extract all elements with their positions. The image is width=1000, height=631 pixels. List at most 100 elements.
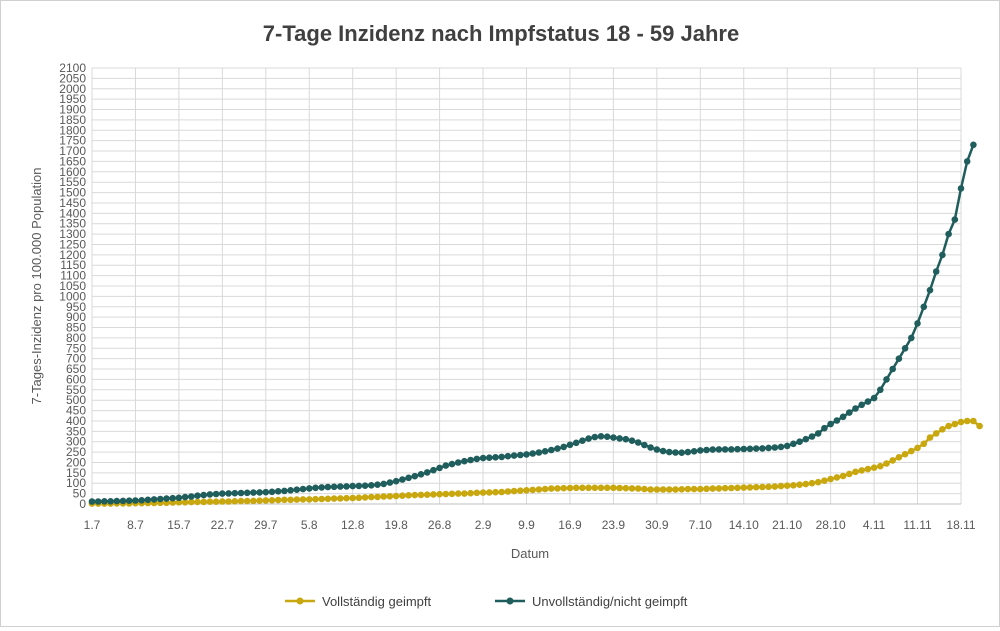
data-point	[554, 445, 561, 452]
data-point	[833, 474, 841, 481]
y-tick-label: 50	[73, 487, 87, 501]
data-point	[821, 424, 828, 432]
data-point	[194, 498, 201, 506]
data-point	[889, 365, 896, 373]
data-point	[858, 401, 865, 409]
data-point	[268, 488, 276, 496]
y-tick-label: 0	[79, 497, 86, 511]
data-point	[783, 482, 791, 490]
data-point	[572, 484, 580, 492]
x-tick-label: 5.8	[301, 518, 318, 532]
data-point	[703, 446, 710, 454]
data-point	[616, 484, 623, 492]
y-tick-label: 1650	[59, 154, 86, 168]
data-point	[430, 466, 437, 474]
data-point	[759, 445, 766, 452]
data-point	[883, 460, 890, 467]
y-tick-label: 700	[66, 352, 86, 366]
y-axis-ticks: 0501001502002503003504004505005506006507…	[59, 61, 86, 511]
data-point	[703, 485, 710, 493]
chart-title: 7-Tage Inzidenz nach Impfstatus 18 - 59 …	[263, 21, 739, 46]
data-point	[206, 498, 214, 506]
data-point	[697, 447, 704, 454]
data-point	[535, 486, 543, 493]
y-tick-label: 1950	[59, 92, 86, 106]
data-point	[405, 474, 412, 482]
y-tick-label: 1800	[59, 123, 86, 137]
data-point	[901, 345, 909, 352]
data-point	[641, 441, 648, 449]
data-point	[312, 484, 319, 492]
data-point	[666, 486, 673, 493]
data-point	[262, 497, 270, 504]
series-line	[92, 144, 975, 503]
data-point	[368, 493, 375, 501]
data-point	[448, 460, 456, 468]
data-point	[814, 430, 822, 437]
data-point	[914, 320, 921, 327]
data-point	[343, 483, 350, 490]
data-point	[486, 454, 493, 462]
data-point	[243, 497, 251, 505]
data-point	[442, 462, 450, 469]
data-point	[324, 495, 332, 503]
data-point	[392, 477, 400, 485]
data-point	[877, 462, 884, 470]
data-point	[951, 420, 959, 428]
data-point	[262, 488, 270, 496]
data-point	[870, 464, 878, 472]
data-point	[771, 444, 779, 451]
series-2	[88, 141, 977, 505]
data-point	[548, 485, 555, 492]
y-tick-label: 2000	[59, 82, 86, 96]
data-point	[715, 485, 723, 492]
data-point	[728, 484, 735, 492]
y-tick-label: 200	[66, 455, 86, 469]
legend-swatch-marker	[296, 597, 304, 605]
data-point	[666, 448, 673, 456]
data-point	[386, 493, 394, 500]
x-tick-label: 19.8	[384, 518, 408, 532]
data-point	[101, 498, 108, 505]
data-point	[622, 435, 630, 443]
data-point	[150, 496, 158, 503]
data-point	[349, 482, 357, 490]
data-point	[200, 498, 207, 506]
data-point	[908, 334, 915, 342]
data-point	[777, 443, 785, 451]
data-point	[932, 268, 940, 275]
y-tick-label: 550	[66, 383, 86, 397]
data-point	[541, 448, 549, 455]
data-point	[498, 488, 506, 496]
data-point	[833, 417, 841, 424]
data-point	[138, 497, 145, 504]
data-point	[579, 437, 586, 445]
data-point	[808, 479, 816, 487]
data-point	[256, 489, 263, 496]
data-point	[864, 398, 872, 405]
data-point	[535, 449, 543, 456]
data-point	[448, 490, 456, 498]
y-tick-label: 1550	[59, 175, 86, 189]
data-point	[256, 497, 263, 505]
data-point	[678, 449, 685, 457]
data-point	[181, 499, 189, 506]
data-point	[858, 467, 865, 474]
data-point	[939, 251, 946, 259]
data-point	[219, 490, 226, 497]
data-point	[405, 492, 412, 499]
data-point	[684, 448, 692, 456]
data-point	[454, 490, 462, 497]
data-point	[740, 445, 748, 453]
x-tick-label: 26.8	[428, 518, 452, 532]
data-point	[976, 422, 983, 430]
data-point	[846, 409, 853, 416]
data-point	[603, 433, 611, 441]
data-point	[939, 426, 946, 433]
data-point	[846, 470, 853, 478]
data-point	[510, 452, 518, 459]
y-tick-label: 1450	[59, 196, 86, 210]
x-tick-label: 9.9	[518, 518, 535, 532]
data-point	[622, 484, 630, 492]
data-point	[802, 480, 810, 488]
